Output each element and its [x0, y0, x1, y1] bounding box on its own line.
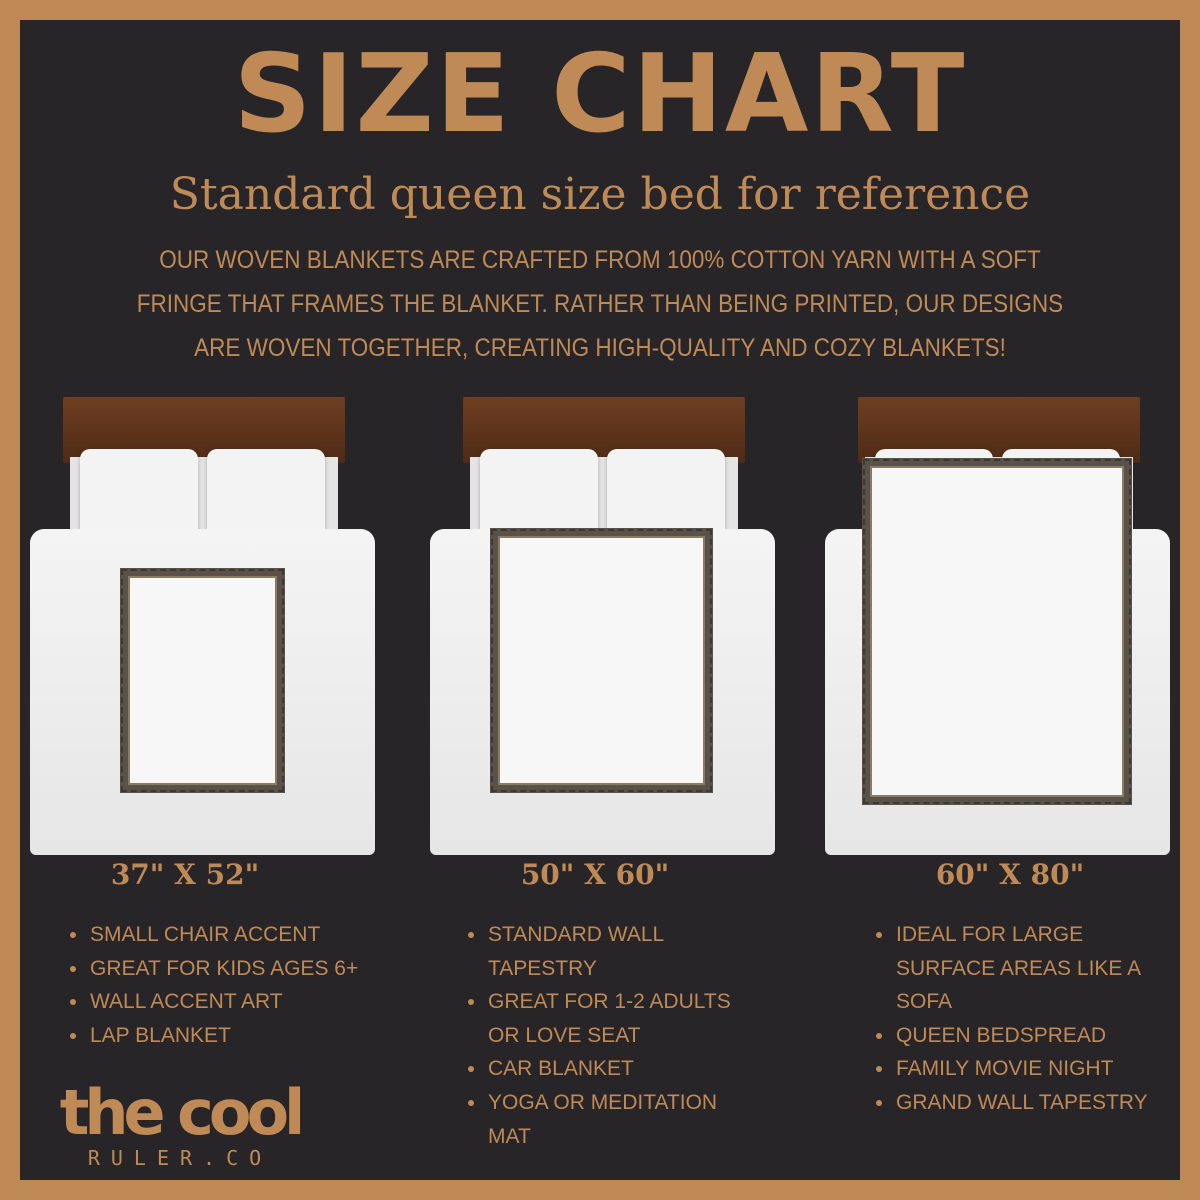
pillow: [607, 449, 725, 539]
bed-illustration-large: [820, 397, 1170, 857]
feature-item: Ideal for large surface areas like a sof…: [876, 918, 1156, 1019]
size-label-large: 60" X 80": [935, 858, 1085, 891]
blanket-small: [120, 568, 285, 793]
logo-wordmark: the cool: [59, 1076, 306, 1149]
size-label-medium: 50" X 60": [520, 858, 670, 891]
blanket-large: [862, 458, 1132, 805]
logo-subtext: RULER.CO: [87, 1146, 273, 1170]
feature-list-medium: Standard wall tapestry Great for 1-2 adu…: [468, 918, 738, 1153]
pillow: [480, 449, 598, 539]
bed-illustration-medium: [425, 397, 775, 857]
feature-item: Family movie night: [876, 1052, 1156, 1086]
feature-list-small: Small chair accent Great for kids ages 6…: [70, 918, 390, 1052]
description: OUR WOVEN BLANKETS ARE CRAFTED FROM 100%…: [136, 246, 1064, 362]
feature-item: Great for kids ages 6+: [70, 952, 390, 986]
bed-illustration-small: [25, 397, 375, 857]
feature-item: Yoga or meditation mat: [468, 1086, 738, 1153]
feature-item: Great for 1-2 adults or love seat: [468, 985, 738, 1052]
size-label-small: 37" X 52": [110, 858, 260, 891]
feature-item: Grand wall tapestry: [876, 1086, 1156, 1120]
feature-item: Standard wall tapestry: [468, 918, 738, 985]
feature-item: Queen bedspread: [876, 1019, 1156, 1053]
blanket-medium: [490, 528, 713, 793]
feature-list-large: Ideal for large surface areas like a sof…: [876, 918, 1156, 1120]
brand-logo: the cool RULER.CO: [55, 1076, 306, 1171]
feature-item: Car blanket: [468, 1052, 738, 1086]
feature-item: Lap blanket: [70, 1019, 390, 1053]
feature-item: Wall accent art: [70, 985, 390, 1019]
pillow: [80, 449, 198, 539]
feature-item: Small chair accent: [70, 918, 390, 952]
pillow: [207, 449, 325, 539]
page-subtitle: Standard queen size bed for reference: [169, 169, 1031, 220]
page-title: SIZE CHART: [233, 32, 967, 157]
